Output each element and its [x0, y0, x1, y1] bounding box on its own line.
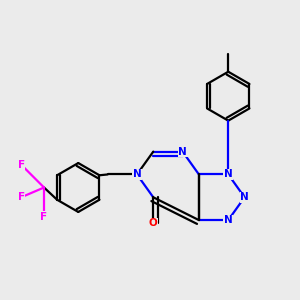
Text: F: F: [18, 160, 25, 170]
Text: N: N: [240, 192, 249, 202]
Text: F: F: [18, 192, 25, 202]
Text: N: N: [224, 215, 233, 225]
Text: N: N: [178, 147, 187, 157]
Text: N: N: [224, 169, 233, 179]
Text: O: O: [149, 218, 158, 228]
Text: N: N: [133, 169, 141, 179]
Text: F: F: [40, 212, 48, 222]
